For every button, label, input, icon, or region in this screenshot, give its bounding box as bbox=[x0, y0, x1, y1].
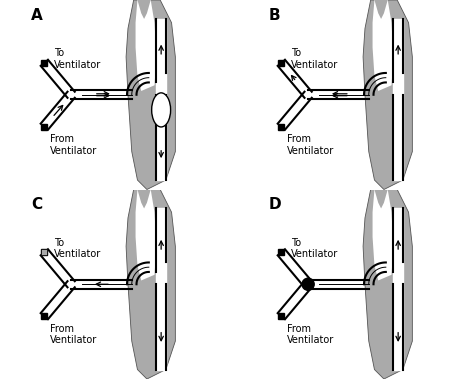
Text: C: C bbox=[31, 197, 43, 212]
Bar bbox=[42, 60, 47, 66]
Text: To
Ventilator: To Ventilator bbox=[291, 238, 338, 259]
Bar bbox=[42, 249, 47, 255]
Bar bbox=[279, 313, 284, 319]
Bar bbox=[279, 124, 284, 130]
Text: To
Ventilator: To Ventilator bbox=[54, 238, 101, 259]
Text: B: B bbox=[268, 8, 280, 23]
Polygon shape bbox=[137, 190, 151, 208]
Bar bbox=[42, 313, 47, 319]
Polygon shape bbox=[374, 190, 388, 208]
Text: To
Ventilator: To Ventilator bbox=[54, 48, 101, 70]
Polygon shape bbox=[126, 0, 175, 190]
Ellipse shape bbox=[152, 93, 171, 127]
Polygon shape bbox=[137, 0, 151, 19]
Bar bbox=[279, 60, 284, 66]
Bar bbox=[279, 249, 284, 255]
Text: From
Ventilator: From Ventilator bbox=[50, 324, 97, 345]
Text: To
Ventilator: To Ventilator bbox=[291, 48, 338, 70]
Polygon shape bbox=[136, 190, 156, 280]
Text: From
Ventilator: From Ventilator bbox=[287, 324, 334, 345]
Polygon shape bbox=[363, 0, 412, 190]
Text: From
Ventilator: From Ventilator bbox=[50, 134, 97, 156]
Polygon shape bbox=[373, 0, 393, 91]
Polygon shape bbox=[374, 0, 388, 19]
Polygon shape bbox=[126, 190, 175, 379]
Polygon shape bbox=[136, 0, 156, 91]
Text: D: D bbox=[268, 197, 281, 212]
Circle shape bbox=[302, 278, 314, 290]
Text: A: A bbox=[31, 8, 43, 23]
Text: From
Ventilator: From Ventilator bbox=[287, 134, 334, 156]
Polygon shape bbox=[373, 190, 393, 280]
Bar bbox=[42, 249, 47, 255]
Polygon shape bbox=[363, 190, 412, 379]
Bar bbox=[42, 124, 47, 130]
